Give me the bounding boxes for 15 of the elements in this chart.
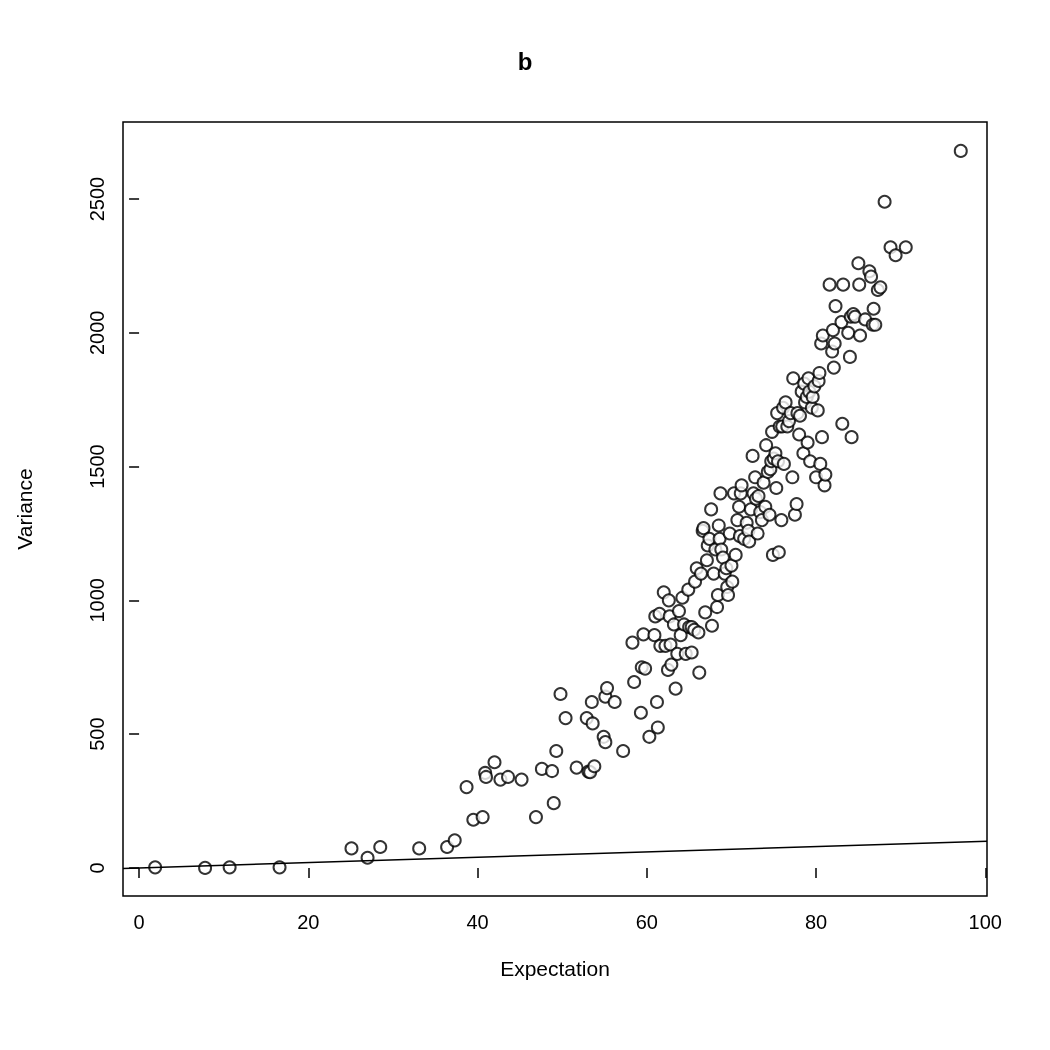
- x-tick-label: 0: [133, 911, 145, 933]
- chart-title: b: [517, 47, 533, 75]
- y-tick-label: 2000: [86, 310, 108, 356]
- x-tick-label: 100: [968, 911, 1002, 933]
- y-axis-title: Variance: [13, 468, 36, 550]
- x-tick-label: 80: [804, 911, 828, 933]
- y-tick-label: 1000: [86, 578, 108, 623]
- y-tick-label: 500: [86, 717, 108, 751]
- x-axis-title: Expectation: [500, 957, 610, 980]
- x-tick-label: 20: [297, 911, 320, 933]
- y-tick-label: 1500: [86, 444, 108, 489]
- x-tick-label: 60: [635, 911, 658, 933]
- x-tick-label: 40: [466, 911, 489, 933]
- y-tick-label: 0: [86, 862, 108, 874]
- y-tick-label: 2500: [86, 176, 108, 222]
